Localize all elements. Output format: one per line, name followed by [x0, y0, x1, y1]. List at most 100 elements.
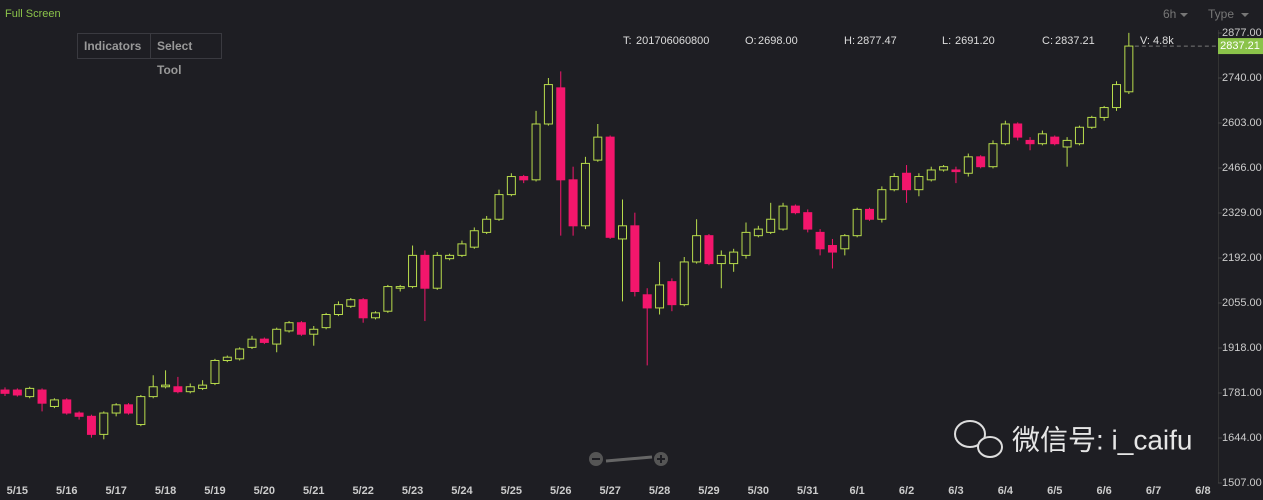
candle-body: [148, 386, 158, 398]
candle-body: [704, 235, 714, 265]
type-select[interactable]: Type: [1208, 7, 1234, 21]
candle-body: [136, 396, 146, 426]
candle-body: [333, 304, 343, 315]
candle-body: [605, 136, 615, 238]
candle-body: [988, 143, 998, 168]
candle-body: [827, 245, 837, 253]
info-value: 2691.20: [955, 35, 995, 47]
candle-body: [729, 251, 739, 265]
candle-body: [284, 322, 294, 332]
candle-body: [1025, 139, 1035, 145]
full-screen-button[interactable]: Full Screen: [5, 8, 61, 20]
candle-body: [272, 328, 282, 345]
select-tool-button[interactable]: Tool: [157, 63, 181, 77]
candle-body: [346, 299, 356, 307]
y-tick-label: 1918.00: [1222, 342, 1262, 354]
candle-body: [185, 386, 195, 393]
candle-body: [655, 284, 665, 309]
candle-body: [296, 322, 306, 335]
candle-body: [74, 412, 84, 417]
candle-body: [358, 299, 368, 319]
x-tick-label: 5/19: [204, 485, 225, 497]
candle-body: [519, 176, 529, 181]
x-tick-label: 5/28: [649, 485, 670, 497]
candle-body: [395, 286, 405, 289]
candle-body: [556, 87, 566, 181]
candle-body: [926, 169, 936, 181]
x-tick-label: 5/16: [56, 485, 77, 497]
info-label: V:: [1140, 35, 1150, 47]
candle-body: [482, 218, 492, 233]
x-tick-label: 5/30: [748, 485, 769, 497]
x-tick-label: 6/5: [1047, 485, 1062, 497]
info-value: 2837.21: [1055, 35, 1095, 47]
candle-body: [753, 228, 763, 237]
x-tick-label: 5/31: [797, 485, 818, 497]
candle-body: [865, 208, 874, 220]
candle-body: [679, 261, 689, 306]
info-label: C:: [1042, 35, 1053, 47]
candle-body: [1050, 136, 1060, 145]
candle-body: [235, 348, 245, 360]
y-tick-label: 2055.00: [1222, 297, 1262, 309]
candle-body: [25, 387, 35, 398]
indicators-button[interactable]: Indicators: [84, 39, 142, 53]
candle-body: [210, 359, 220, 384]
zoom-slider[interactable]: [605, 455, 653, 463]
candle-body: [840, 235, 850, 250]
y-tick-label: 1781.00: [1222, 387, 1262, 399]
y-tick-label: 2192.00: [1222, 252, 1262, 264]
candle-body: [889, 176, 899, 191]
candle-body: [111, 404, 121, 414]
current-price-tag: [1218, 38, 1263, 55]
select-tool-button[interactable]: Select: [157, 39, 192, 53]
candle-body: [1074, 126, 1084, 145]
candle-body: [803, 212, 813, 230]
info-value: 4.8k: [1153, 35, 1174, 47]
candle-body: [877, 189, 887, 220]
candle-body: [543, 84, 553, 125]
candle-body: [259, 338, 269, 343]
candle-body: [593, 136, 603, 161]
wechat-icon: [977, 436, 1003, 458]
x-tick-label: 5/23: [402, 485, 423, 497]
x-tick-label: 5/25: [501, 485, 522, 497]
candle-body: [420, 254, 430, 289]
info-label: L:: [942, 35, 951, 47]
candle-body: [914, 176, 924, 191]
x-tick-label: 6/8: [1195, 485, 1210, 497]
candle-body: [1124, 45, 1134, 93]
x-tick-label: 5/27: [599, 485, 620, 497]
x-tick-label: 6/4: [998, 485, 1014, 497]
candle-body: [86, 415, 96, 435]
candle-body: [222, 356, 232, 361]
x-tick-label: 5/29: [698, 485, 719, 497]
x-tick-label: 5/17: [105, 485, 126, 497]
candle-body: [815, 231, 825, 250]
candle-body: [667, 281, 677, 306]
candle-body: [49, 399, 59, 407]
candle-body: [976, 156, 986, 168]
x-tick-label: 6/7: [1146, 485, 1161, 497]
x-tick-label: 5/24: [451, 485, 473, 497]
plus-icon: [657, 455, 665, 463]
candle-body: [902, 172, 912, 191]
y-tick-label: 2329.00: [1222, 207, 1262, 219]
x-tick-label: 6/1: [850, 485, 865, 497]
button-group: [77, 33, 222, 59]
candle-body: [99, 412, 109, 435]
candle-body: [790, 205, 800, 214]
watermark: 微信号: i_caifu: [954, 420, 1193, 458]
candle-body: [963, 156, 973, 174]
candle-body: [1112, 84, 1121, 109]
dropdown-arrow: [1180, 13, 1188, 17]
zoom-control: [589, 452, 668, 466]
candle-body: [531, 123, 541, 181]
info-value: 2877.47: [857, 35, 897, 47]
interval-select[interactable]: 6h: [1163, 7, 1176, 21]
x-tick-label: 5/21: [303, 485, 324, 497]
x-tick-label: 5/22: [352, 485, 373, 497]
x-tick-label: 5/15: [7, 485, 28, 497]
candle-body: [1099, 107, 1109, 118]
